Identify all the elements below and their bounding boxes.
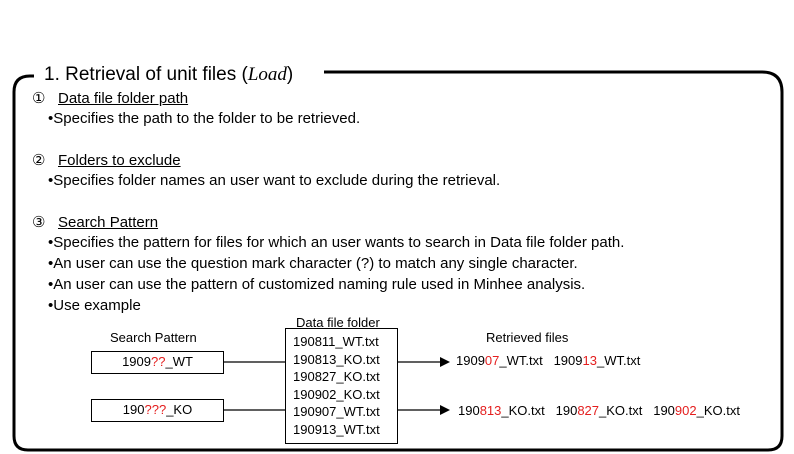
result-file: 190913_WT.txt	[553, 353, 641, 368]
list-item: 190902_KO.txt	[293, 386, 380, 402]
result-file: 190827_KO.txt	[555, 403, 643, 418]
section-title: 1. Retrieval of unit files (Load)	[44, 64, 294, 85]
section-data-file-folder-path: ① Data file folder path	[32, 90, 189, 107]
list-item: 190827_KO.txt	[293, 369, 380, 384]
folder-file-list: 190811_WT.txt 190813_KO.txt 190827_KO.tx…	[293, 333, 393, 438]
data-folder-box	[285, 328, 398, 444]
result-row-2: 190813_KO.txt 190827_KO.txt 190902_KO.tx…	[458, 403, 740, 419]
result-file: 190907_WT.txt	[456, 353, 543, 368]
result-file: 190902_KO.txt	[653, 403, 740, 418]
bullet: •Use example	[48, 297, 141, 314]
pattern-box-2: 190???_KO	[91, 399, 224, 422]
list-item: 190811_WT.txt	[293, 334, 379, 349]
list-item: 190813_KO.txt	[293, 351, 380, 367]
section-search-pattern: ③ Search Pattern	[32, 214, 159, 231]
result-file: 190813_KO.txt	[458, 403, 545, 418]
data-folder-label: Data file folder	[296, 315, 380, 330]
pattern-box-1: 1909??_WT	[91, 351, 224, 374]
retrieved-files-label: Retrieved files	[486, 330, 569, 345]
bullet: •Specifies the pattern for files for whi…	[48, 234, 625, 251]
bullet: •An user can use the question mark chara…	[48, 255, 578, 272]
result-row-1: 190907_WT.txt 190913_WT.txt	[456, 353, 640, 369]
search-pattern-label: Search Pattern	[110, 330, 197, 345]
result1-arrow-icon	[440, 357, 450, 367]
bullet: •Specifies folder names an user want to …	[48, 172, 501, 189]
bullet: •An user can use the pattern of customiz…	[48, 276, 586, 293]
section-folders-to-exclude: ② Folders to exclude	[32, 152, 181, 169]
bullet: •Specifies the path to the folder to be …	[48, 110, 361, 127]
list-item: 190913_WT.txt	[293, 421, 380, 437]
list-item: 190907_WT.txt	[293, 404, 380, 419]
result2-arrow-icon	[440, 405, 450, 415]
